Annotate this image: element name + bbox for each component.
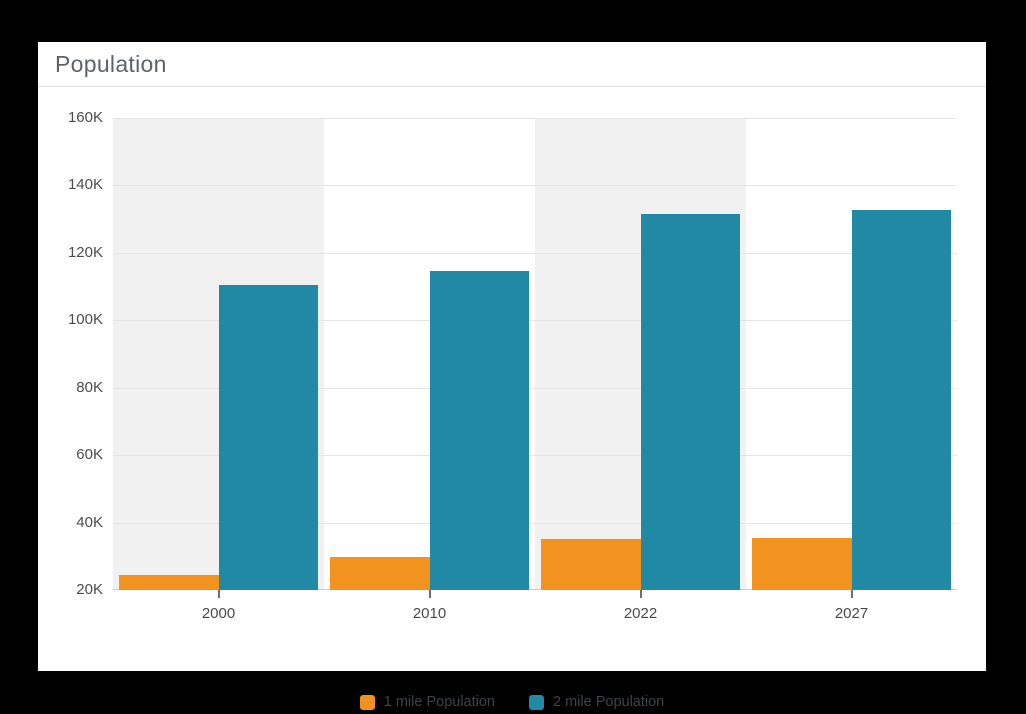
gridline-80K (113, 387, 957, 389)
gridline-140K (113, 185, 957, 187)
bar-1-mile-2027 (751, 538, 852, 590)
card-header: Population (38, 42, 986, 87)
legend-item-2-mile-population[interactable]: 2 mile Population (529, 694, 664, 710)
chart-legend: 1 mile Population 2 mile Population (38, 694, 986, 710)
gridline-160K (113, 118, 957, 119)
x-axis-tick-label-2010: 2010 (412, 605, 447, 622)
legend-item-1-mile-population[interactable]: 1 mile Population (359, 694, 495, 710)
x-axis-tick-2027 (850, 590, 853, 598)
bar-1-mile-2022 (540, 539, 641, 590)
x-axis-tick-2022 (639, 590, 642, 598)
y-axis-tick-label-100K: 100K (67, 311, 103, 329)
bar-2-mile-2010 (429, 270, 529, 590)
legend-swatch-2-mile-icon (529, 694, 544, 710)
y-axis-tick-label-60K: 60K (76, 446, 103, 464)
bar-2-mile-2000 (218, 284, 318, 590)
y-axis-tick-label-80K: 80K (76, 378, 103, 396)
x-axis-tick-label-2000: 2000 (201, 605, 236, 622)
population-chart-card: Population 2000 2010 2022 2027 160K 140K 120K… (38, 42, 986, 710)
x-axis-tick-label-2022: 2022 (623, 605, 658, 622)
chart-title: Population (55, 50, 167, 77)
plot-area: 2000 2010 2022 2027 (113, 118, 957, 622)
gridline-100K (113, 320, 957, 322)
bar-1-mile-2000 (118, 575, 219, 590)
legend-swatch-1-mile-icon (359, 694, 375, 710)
legend-label-1-mile: 1 mile Population (383, 694, 495, 710)
gridline-120K (113, 252, 957, 254)
gridline-60K (113, 455, 957, 457)
x-axis-tick-label-2027: 2027 (834, 605, 869, 622)
y-axis-tick-label-20K: 20K (76, 581, 103, 598)
y-axis-tick-label-40K: 40K (76, 513, 103, 531)
bar-2-mile-2027 (851, 210, 951, 590)
bar-2-mile-2022 (640, 213, 740, 590)
bar-1-mile-2010 (329, 556, 430, 590)
y-axis-tick-label-120K: 120K (67, 243, 103, 261)
y-axis-tick-label-140K: 140K (67, 176, 103, 194)
x-axis-tick-2010 (428, 590, 431, 598)
bar-chart: 2000 2010 2022 2027 160K 140K 120K 100K 80K 60K 4… (38, 88, 986, 710)
x-axis-tick-2000 (217, 590, 220, 598)
gridline-40K (113, 522, 957, 524)
legend-label-2-mile: 2 mile Population (553, 694, 665, 710)
x-axis-line (113, 589, 957, 590)
y-axis-tick-label-160K: 160K (67, 109, 103, 126)
